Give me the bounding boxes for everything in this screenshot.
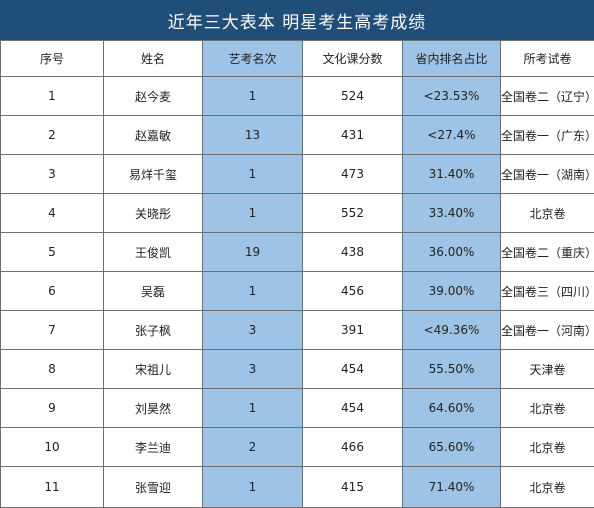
cell-art-rank: 1: [203, 77, 303, 116]
cell-name: 张子枫: [104, 311, 203, 350]
table-row: 4 关晓彤 1 552 33.40% 北京卷: [1, 194, 594, 233]
cell-art-rank: 1: [203, 194, 303, 233]
table-row: 11 张雪迎 1 415 71.40% 北京卷: [1, 467, 594, 508]
header-exam-paper: 所考试卷: [501, 41, 594, 77]
cell-culture-score: 438: [303, 233, 403, 272]
table-row: 10 李兰迪 2 466 65.60% 北京卷: [1, 428, 594, 467]
cell-art-rank: 1: [203, 467, 303, 508]
cell-name: 李兰迪: [104, 428, 203, 467]
cell-number: 3: [1, 155, 104, 194]
cell-exam-paper: 全国卷三（四川）: [501, 272, 594, 311]
cell-exam-paper: 天津卷: [501, 350, 594, 389]
cell-name: 王俊凯: [104, 233, 203, 272]
cell-exam-paper: 全国卷二（辽宁）: [501, 77, 594, 116]
table-row: 5 王俊凯 19 438 36.00% 全国卷二（重庆）: [1, 233, 594, 272]
cell-name: 刘昊然: [104, 389, 203, 428]
cell-province-percent: <23.53%: [403, 77, 501, 116]
cell-culture-score: 454: [303, 350, 403, 389]
header-row: 序号 姓名 艺考名次 文化课分数 省内排名占比 所考试卷: [1, 41, 594, 77]
cell-province-percent: 55.50%: [403, 350, 501, 389]
cell-exam-paper: 全国卷一（河南）: [501, 311, 594, 350]
cell-province-percent: 64.60%: [403, 389, 501, 428]
cell-art-rank: 13: [203, 116, 303, 155]
cell-province-percent: 65.60%: [403, 428, 501, 467]
cell-province-percent: <27.4%: [403, 116, 501, 155]
cell-exam-paper: 全国卷一（广东）: [501, 116, 594, 155]
table-row: 9 刘昊然 1 454 64.60% 北京卷: [1, 389, 594, 428]
cell-province-percent: 31.40%: [403, 155, 501, 194]
cell-art-rank: 2: [203, 428, 303, 467]
cell-art-rank: 1: [203, 272, 303, 311]
table-row: 7 张子枫 3 391 <49.36% 全国卷一（河南）: [1, 311, 594, 350]
cell-name: 张雪迎: [104, 467, 203, 508]
cell-culture-score: 454: [303, 389, 403, 428]
cell-province-percent: 39.00%: [403, 272, 501, 311]
cell-province-percent: 71.40%: [403, 467, 501, 508]
header-name: 姓名: [104, 41, 203, 77]
cell-number: 7: [1, 311, 104, 350]
cell-art-rank: 3: [203, 350, 303, 389]
cell-art-rank: 1: [203, 155, 303, 194]
cell-province-percent: 33.40%: [403, 194, 501, 233]
cell-number: 9: [1, 389, 104, 428]
cell-exam-paper: 全国卷一（湖南）: [501, 155, 594, 194]
cell-culture-score: 415: [303, 467, 403, 508]
cell-art-rank: 1: [203, 389, 303, 428]
cell-exam-paper: 北京卷: [501, 428, 594, 467]
table-row: 6 吴磊 1 456 39.00% 全国卷三（四川）: [1, 272, 594, 311]
header-art-rank: 艺考名次: [203, 41, 303, 77]
cell-province-percent: 36.00%: [403, 233, 501, 272]
cell-number: 2: [1, 116, 104, 155]
table-row: 3 易烊千玺 1 473 31.40% 全国卷一（湖南）: [1, 155, 594, 194]
cell-exam-paper: 北京卷: [501, 194, 594, 233]
table-row: 8 宋祖儿 3 454 55.50% 天津卷: [1, 350, 594, 389]
table-row: 2 赵嘉敏 13 431 <27.4% 全国卷一（广东）: [1, 116, 594, 155]
table-title: 近年三大表本 明星考生高考成绩: [0, 0, 594, 40]
header-number: 序号: [1, 41, 104, 77]
cell-exam-paper: 北京卷: [501, 389, 594, 428]
cell-culture-score: 524: [303, 77, 403, 116]
cell-name: 关晓彤: [104, 194, 203, 233]
cell-number: 8: [1, 350, 104, 389]
cell-art-rank: 3: [203, 311, 303, 350]
score-table: 序号 姓名 艺考名次 文化课分数 省内排名占比 所考试卷 1 赵今麦 1 524…: [0, 40, 594, 508]
cell-culture-score: 466: [303, 428, 403, 467]
cell-culture-score: 456: [303, 272, 403, 311]
cell-name: 赵嘉敏: [104, 116, 203, 155]
cell-name: 吴磊: [104, 272, 203, 311]
cell-exam-paper: 北京卷: [501, 467, 594, 508]
header-province-percent: 省内排名占比: [403, 41, 501, 77]
cell-number: 10: [1, 428, 104, 467]
header-culture-score: 文化课分数: [303, 41, 403, 77]
table-row: 1 赵今麦 1 524 <23.53% 全国卷二（辽宁）: [1, 77, 594, 116]
cell-name: 易烊千玺: [104, 155, 203, 194]
cell-province-percent: <49.36%: [403, 311, 501, 350]
cell-name: 赵今麦: [104, 77, 203, 116]
cell-number: 5: [1, 233, 104, 272]
cell-art-rank: 19: [203, 233, 303, 272]
cell-number: 11: [1, 467, 104, 508]
cell-culture-score: 473: [303, 155, 403, 194]
cell-culture-score: 552: [303, 194, 403, 233]
cell-number: 6: [1, 272, 104, 311]
cell-number: 1: [1, 77, 104, 116]
cell-culture-score: 431: [303, 116, 403, 155]
cell-number: 4: [1, 194, 104, 233]
cell-name: 宋祖儿: [104, 350, 203, 389]
cell-culture-score: 391: [303, 311, 403, 350]
cell-exam-paper: 全国卷二（重庆）: [501, 233, 594, 272]
